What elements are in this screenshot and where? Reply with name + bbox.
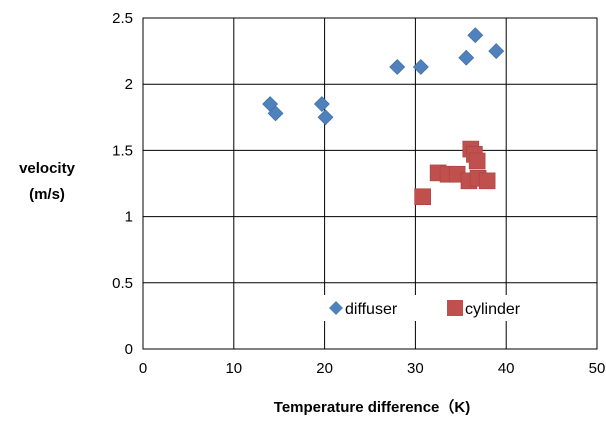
data-point-cylinder bbox=[414, 188, 431, 206]
legend-label-cylinder: cylinder bbox=[465, 301, 521, 318]
data-point-diffuser bbox=[467, 27, 484, 44]
y-tick-label: 2 bbox=[125, 76, 133, 93]
legend-background bbox=[324, 295, 550, 321]
legend-label-diffuser: diffuser bbox=[345, 301, 398, 318]
data-point-cylinder bbox=[478, 172, 496, 190]
x-tick-label: 30 bbox=[407, 360, 424, 377]
x-tick-label: 40 bbox=[498, 360, 515, 377]
y-tick-label: 0.5 bbox=[112, 275, 133, 292]
data-point-cylinder bbox=[468, 152, 486, 170]
x-axis-title: Temperature difference（K) bbox=[274, 398, 470, 416]
data-point-diffuser bbox=[412, 59, 429, 75]
data-point-diffuser bbox=[488, 43, 505, 60]
axis-tick-labels: 0 10 20 30 40 50 0 0.5 1 1.5 2 2.5 bbox=[112, 10, 605, 377]
x-tick-label: 20 bbox=[316, 360, 333, 377]
data-point-diffuser bbox=[313, 96, 330, 112]
y-axis-title-line-1: velocity bbox=[19, 160, 76, 177]
y-tick-label: 0 bbox=[125, 341, 133, 358]
y-axis-title-line-2: (m/s) bbox=[29, 186, 65, 203]
data-point-diffuser bbox=[267, 105, 284, 122]
y-tick-label: 1.5 bbox=[112, 142, 133, 159]
legend-marker-diffuser bbox=[329, 301, 343, 315]
plot-area-frame bbox=[142, 17, 598, 350]
data-points bbox=[262, 27, 505, 206]
data-point-diffuser bbox=[317, 109, 334, 126]
y-tick-label: 2.5 bbox=[112, 10, 133, 27]
legend: diffuser cylinder bbox=[324, 295, 550, 321]
x-tick-label: 0 bbox=[139, 360, 147, 377]
data-point-diffuser bbox=[389, 59, 406, 75]
x-tick-label: 10 bbox=[225, 360, 242, 377]
x-tick-label: 50 bbox=[589, 360, 606, 377]
data-point-diffuser bbox=[458, 49, 475, 66]
y-tick-label: 1 bbox=[125, 209, 133, 226]
legend-marker-cylinder bbox=[447, 300, 463, 316]
